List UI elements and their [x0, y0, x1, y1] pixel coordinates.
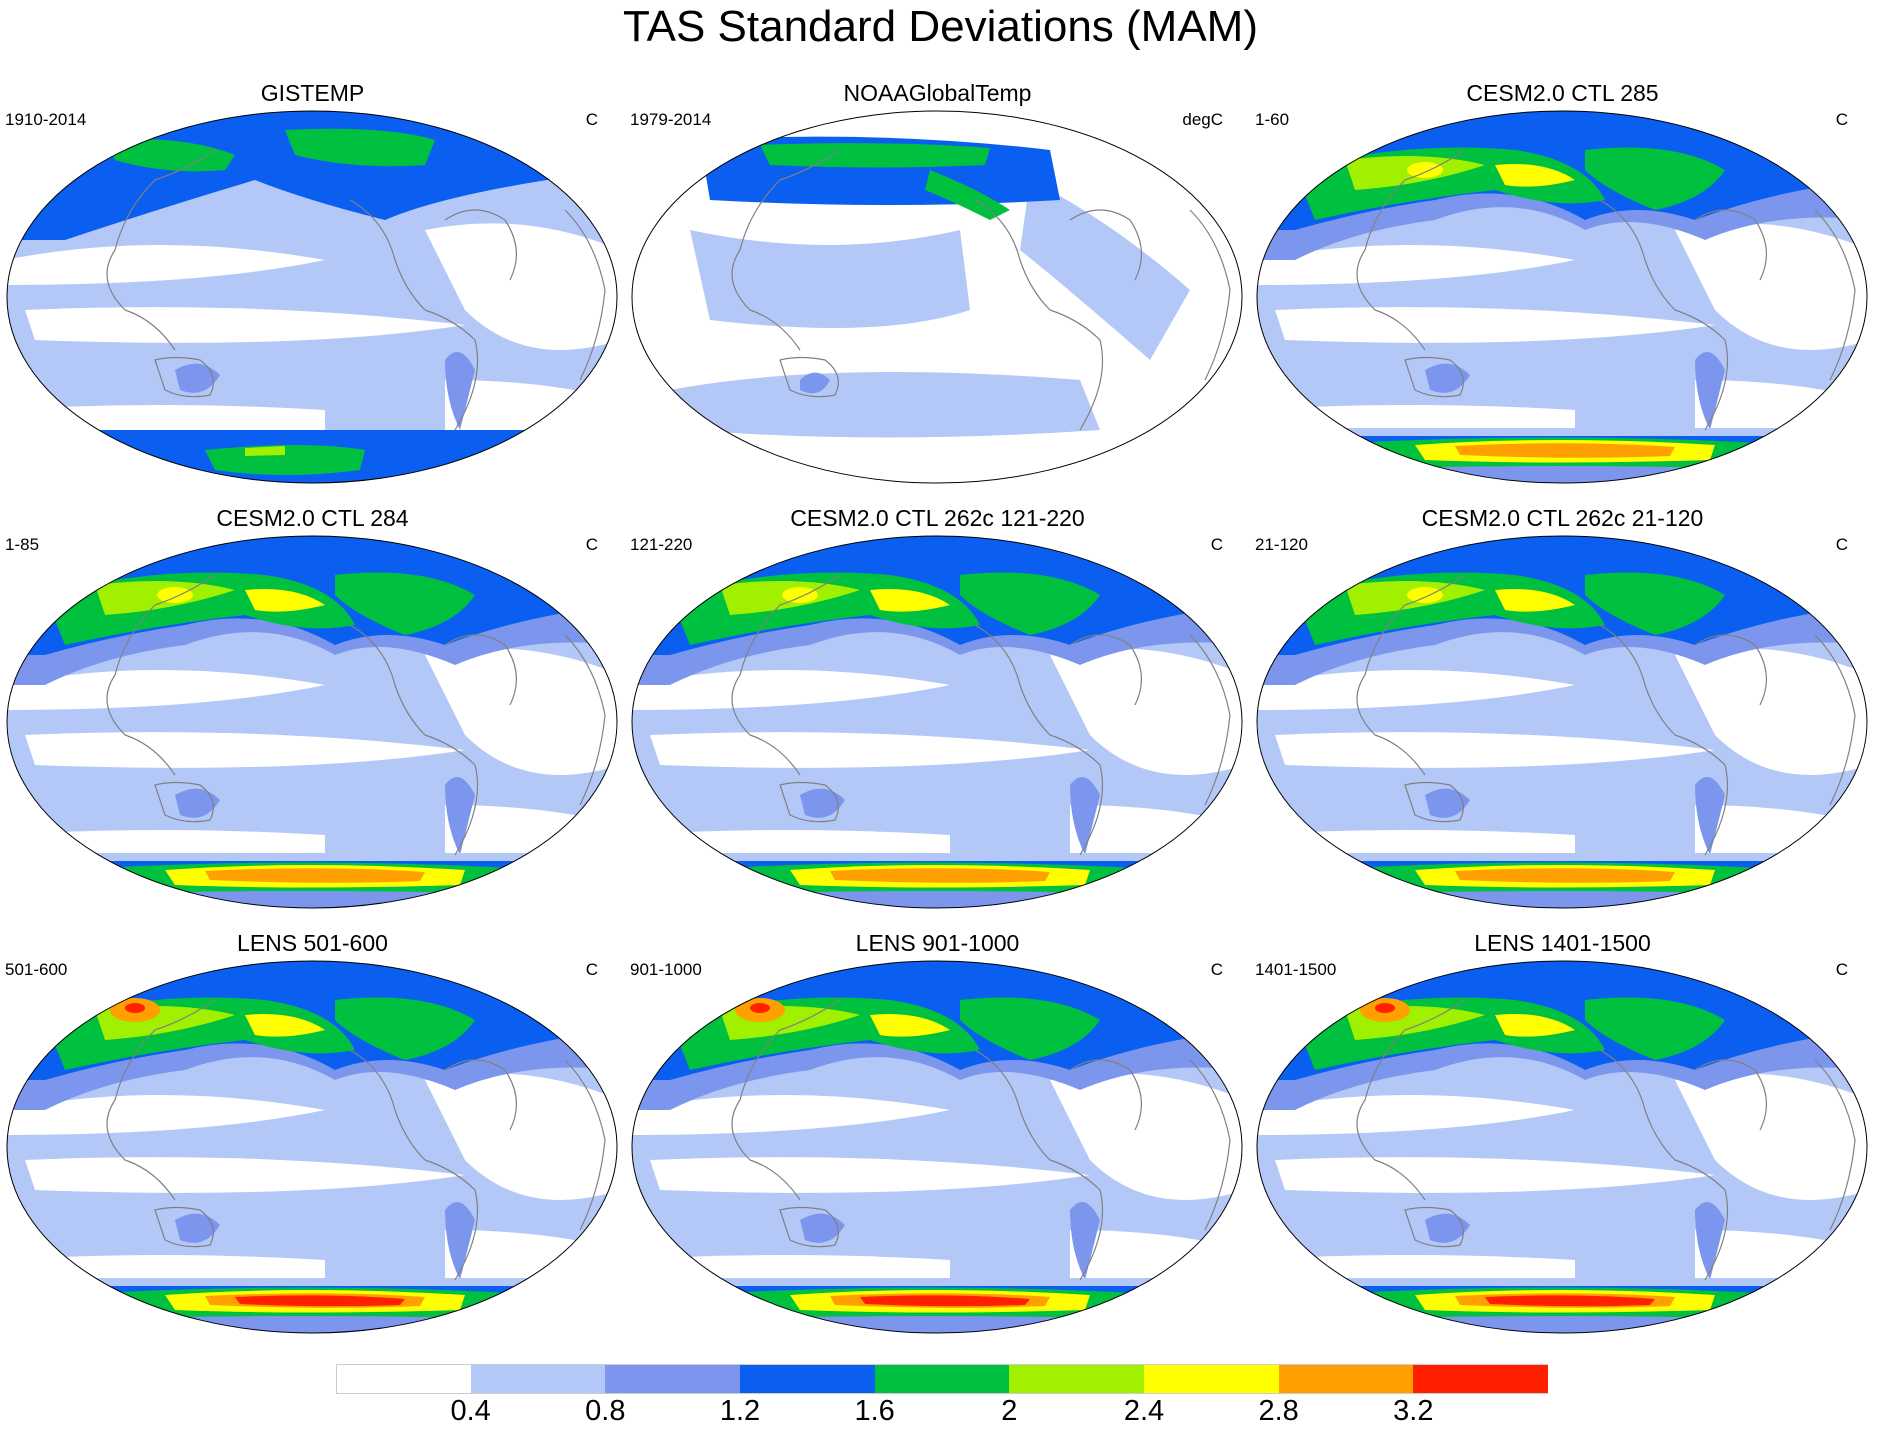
panel-period-label: 1401-1500	[1255, 960, 1337, 979]
map-border	[6, 535, 618, 909]
colorbar-swatch	[1278, 1364, 1414, 1394]
map-border	[631, 110, 1243, 484]
colorbar-tick-label: 2.4	[1123, 1395, 1165, 1427]
world-map	[1256, 535, 1868, 909]
map-border	[631, 960, 1243, 1334]
world-map	[1256, 110, 1868, 484]
map-border	[631, 535, 1243, 909]
colorbar-tick-label: 0.4	[450, 1395, 491, 1427]
world-map	[631, 535, 1243, 909]
panel-period-label: 1910-2014	[5, 110, 87, 129]
panel-units-label: C	[1835, 110, 1848, 129]
colorbar-tick-label: 0.8	[585, 1395, 626, 1427]
world-map	[631, 960, 1243, 1334]
colorbar-tick-label: 2.8	[1258, 1395, 1299, 1427]
contour-field	[1257, 111, 1867, 483]
panel-title: GISTEMP	[260, 80, 365, 106]
contour-field	[632, 536, 1242, 908]
colorbar-swatch	[470, 1364, 606, 1394]
panel-units-label: C	[1835, 960, 1848, 979]
colorbar-tick-label: 3.2	[1393, 1395, 1434, 1427]
panel-units-label: C	[1210, 535, 1223, 554]
panel-period-label: 121-220	[630, 535, 693, 554]
panel-period-label: 1979-2014	[630, 110, 712, 129]
colorbar-tick-label: 2	[1001, 1395, 1018, 1427]
map-panel: LENS 1401-1500 1401-1500 C	[1255, 930, 1870, 1334]
colorbar-swatch	[1009, 1364, 1145, 1394]
contour-field	[7, 961, 617, 1333]
world-map	[6, 535, 618, 909]
contour-field	[632, 111, 1242, 483]
map-panel: GISTEMP 1910-2014 C	[5, 80, 620, 484]
panel-units-label: C	[585, 110, 598, 129]
panel-title: CESM2.0 CTL 262c 21-120	[1421, 505, 1704, 531]
world-map	[6, 110, 618, 484]
panel-units-label: C	[585, 535, 598, 554]
map-border	[6, 960, 618, 1334]
map-panel: CESM2.0 CTL 262c 121-220 121-220 C	[630, 505, 1245, 909]
panel-units-label: C	[585, 960, 598, 979]
colorbar-swatch	[1144, 1364, 1280, 1394]
world-map	[631, 110, 1243, 484]
map-panel: NOAAGlobalTemp 1979-2014 degC	[630, 80, 1245, 484]
map-panel: CESM2.0 CTL 284 1-85 C	[5, 505, 620, 909]
colorbar-tick-label: 1.2	[719, 1395, 761, 1427]
map-border	[1256, 960, 1868, 1334]
colorbar-swatch	[336, 1364, 473, 1394]
panel-period-label: 901-1000	[630, 960, 702, 979]
panel-units-label: C	[1210, 960, 1223, 979]
panel-period-label: 501-600	[5, 960, 68, 979]
panel-title: CESM2.0 CTL 262c 121-220	[790, 505, 1085, 531]
map-panel: LENS 901-1000 901-1000 C	[630, 930, 1245, 1334]
panel-units-label: degC	[1182, 110, 1223, 129]
panel-period-label: 1-85	[5, 535, 40, 554]
map-border	[1256, 110, 1868, 484]
colorbar-swatch	[1413, 1364, 1549, 1394]
colorbar	[336, 1364, 1549, 1394]
colorbar-swatch	[874, 1364, 1010, 1394]
map-panel: CESM2.0 CTL 262c 21-120 21-120 C	[1255, 505, 1870, 909]
map-border	[6, 110, 618, 484]
panel-title: CESM2.0 CTL 285	[1466, 80, 1659, 106]
map-panel: CESM2.0 CTL 285 1-60 C	[1255, 80, 1870, 484]
colorbar-tick-label: 1.6	[854, 1395, 895, 1427]
contour-field	[7, 111, 617, 483]
panel-title: CESM2.0 CTL 284	[216, 505, 409, 531]
colorbar-swatch	[605, 1364, 741, 1394]
panel-title: LENS 901-1000	[855, 930, 1020, 956]
map-panel: LENS 501-600 501-600 C	[5, 930, 620, 1334]
world-map	[6, 960, 618, 1334]
panel-period-label: 21-120	[1255, 535, 1308, 554]
colorbar-swatch	[740, 1364, 876, 1394]
panel-title: LENS 1401-1500	[1474, 930, 1651, 956]
map-border	[1256, 535, 1868, 909]
figure-title: TAS Standard Deviations (MAM)	[623, 2, 1258, 51]
panel-title: NOAAGlobalTemp	[843, 80, 1032, 106]
panel-title: LENS 501-600	[237, 930, 388, 956]
panel-units-label: C	[1835, 535, 1848, 554]
panel-period-label: 1-60	[1255, 110, 1290, 129]
world-map	[1256, 960, 1868, 1334]
